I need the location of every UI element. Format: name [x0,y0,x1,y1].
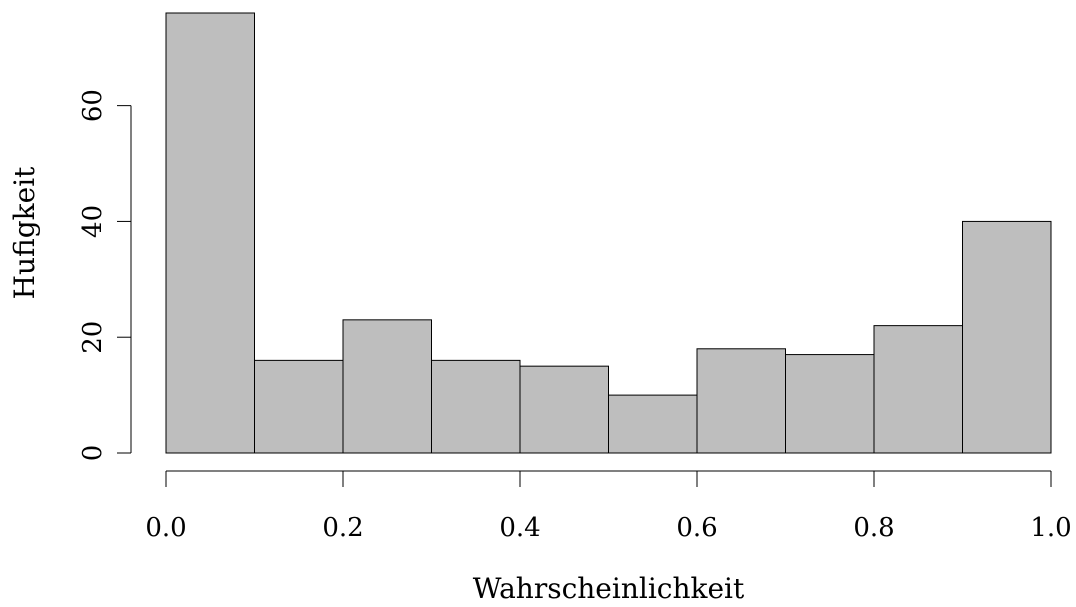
x-tick-label-0: 0.0 [145,513,186,543]
x-axis-title: Wahrscheinlichkeit [473,572,745,605]
y-tick-label-3: 60 [78,89,108,122]
histogram-bars [165,12,1052,454]
y-axis-title: Hufigkeit [8,166,41,300]
x-tick-label-4: 0.8 [853,513,894,543]
histogram-bar-2 [342,319,432,454]
histogram-bar-5 [608,394,698,454]
y-tick-label-1: 20 [78,321,108,354]
x-axis: 0.0 0.2 0.4 0.6 0.8 1.0 [145,470,1072,543]
histogram-bar-7 [785,354,875,454]
y-tick-label-0: 0 [78,445,108,462]
y-axis: 0 20 40 60 [78,89,132,462]
histogram-bar-6 [696,348,786,454]
x-tick-label-5: 1.0 [1030,513,1071,543]
histogram-bar-9 [962,220,1052,454]
histogram-bar-8 [873,325,963,454]
histogram-bar-0 [165,12,255,454]
y-tick-label-2: 40 [78,205,108,238]
histogram-bar-1 [254,359,344,454]
x-tick-label-3: 0.6 [676,513,717,543]
x-tick-label-1: 0.2 [322,513,363,543]
histogram-bar-4 [519,365,609,454]
x-tick-label-2: 0.4 [499,513,540,543]
histogram-bar-3 [431,359,521,454]
